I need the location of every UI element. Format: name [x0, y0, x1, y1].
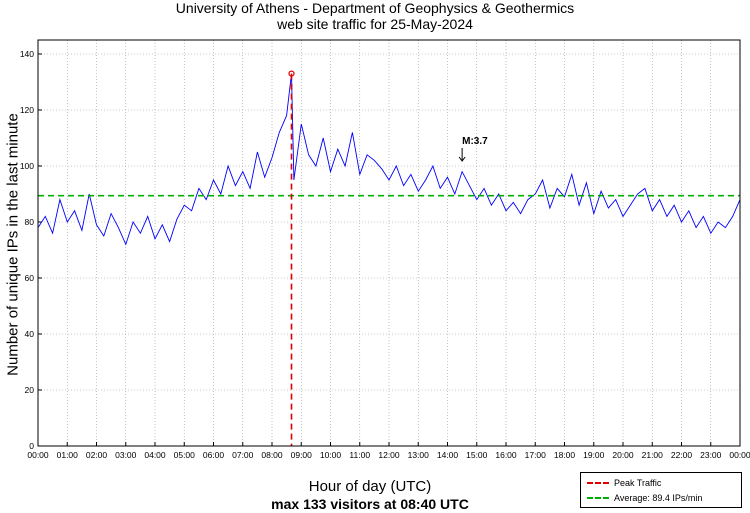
y-tick-label: 140	[20, 49, 34, 59]
y-tick-label: 60	[25, 273, 35, 283]
x-tick-label: 00:00	[729, 450, 750, 460]
x-tick-label: 04:00	[144, 450, 166, 460]
legend-label-average: Average: 89.4 IPs/min	[614, 493, 703, 503]
summary-label: max 133 visitors at 08:40 UTC	[271, 496, 469, 512]
x-tick-label: 17:00	[525, 450, 547, 460]
x-tick-label: 12:00	[378, 450, 400, 460]
peak-marker	[288, 70, 295, 77]
y-tick-label: 0	[29, 441, 34, 451]
marker-arrow-head	[458, 156, 466, 162]
x-tick-label: 15:00	[466, 450, 488, 460]
x-tick-label: 20:00	[612, 450, 634, 460]
legend-item-peak: Peak Traffic	[587, 477, 661, 489]
traffic-series-line	[37, 73, 741, 246]
x-tick-label: 07:00	[232, 450, 254, 460]
y-tick-label: 100	[20, 161, 34, 171]
x-tick-label: 23:00	[700, 450, 722, 460]
x-tick-label: 16:00	[495, 450, 517, 460]
legend-swatch-average	[587, 497, 609, 499]
legend-label-peak: Peak Traffic	[614, 478, 662, 488]
x-tick-label: 10:00	[320, 450, 342, 460]
y-tick-label: 40	[25, 329, 35, 339]
x-tick-label: 01:00	[57, 450, 79, 460]
y-axis-label: Number of unique IPs in the last minute	[4, 113, 22, 376]
plot-frame	[37, 39, 741, 447]
x-tick-label: 21:00	[642, 450, 664, 460]
y-tick-label: 20	[25, 385, 35, 395]
x-tick-label: 02:00	[86, 450, 108, 460]
x-tick-label: 08:00	[261, 450, 283, 460]
x-axis-label: Hour of day (UTC)	[308, 478, 432, 495]
chart-subtitle: web site traffic for 25-May-2024	[277, 16, 473, 32]
legend-item-average: Average: 89.4 IPs/min	[587, 492, 702, 504]
x-tick-label: 22:00	[671, 450, 693, 460]
marker-label: M:3.7	[462, 136, 488, 147]
x-tick-label: 14:00	[437, 450, 459, 460]
chart-legend: Peak Traffic Average: 89.4 IPs/min	[580, 472, 742, 508]
x-tick-label: 11:00	[349, 450, 370, 460]
y-tick-label: 120	[20, 105, 34, 115]
legend-swatch-peak	[587, 482, 609, 484]
x-tick-label: 05:00	[174, 450, 196, 460]
x-tick-label: 06:00	[203, 450, 225, 460]
chart-title: University of Athens - Department of Geo…	[175, 0, 575, 16]
x-tick-label: 09:00	[291, 450, 313, 460]
x-tick-label: 00:00	[27, 450, 49, 460]
x-tick-label: 18:00	[554, 450, 576, 460]
x-tick-label: 03:00	[115, 450, 137, 460]
x-tick-label: 13:00	[408, 450, 430, 460]
x-tick-label: 19:00	[583, 450, 605, 460]
y-tick-label: 80	[25, 217, 35, 227]
